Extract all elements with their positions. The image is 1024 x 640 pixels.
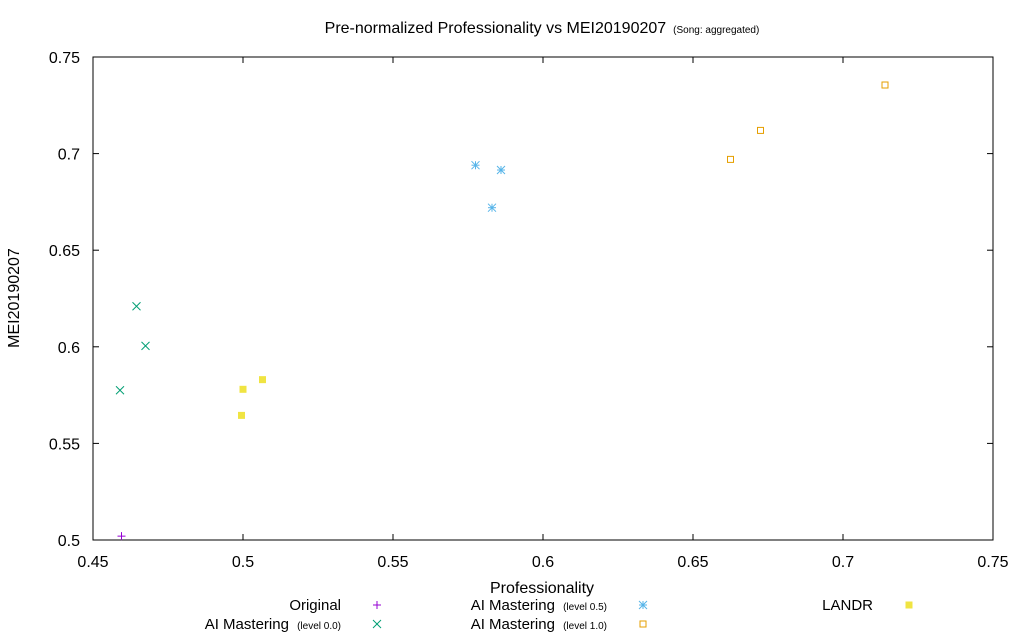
y-tick-label: 0.5 (58, 533, 80, 550)
legend: Original AI Mastering (level 0.0) AI Maste… (205, 597, 913, 633)
x-tick-label: 0.55 (377, 554, 408, 571)
data-point-series-3 (757, 126, 764, 134)
legend-label: AI Mastering (level 0.5) (471, 597, 607, 614)
chart-title: Pre-normalized Professionality vs MEI201… (325, 20, 760, 37)
legend-item: AI Mastering (level 0.0) (205, 616, 382, 633)
data-point-series-3 (881, 81, 889, 89)
data-point-series-0 (117, 532, 126, 541)
legend-label-suffix: (level 0.5) (563, 602, 607, 613)
legend-marker (639, 620, 647, 628)
data-point-series-2 (487, 203, 497, 213)
data-point-series-4 (259, 376, 266, 384)
legend-marker (638, 600, 648, 610)
data-point-series-2 (496, 165, 506, 175)
legend-label-suffix: (level 1.0) (563, 621, 607, 632)
x-tick-label: 0.5 (232, 554, 254, 571)
y-tick-label: 0.65 (49, 243, 80, 260)
x-tick-label: 0.65 (677, 554, 708, 571)
y-axis-label: MEI20190207 (6, 248, 23, 348)
legend-marker (372, 619, 382, 629)
legend-marker (373, 601, 381, 609)
data-point-series-1 (132, 301, 141, 311)
data-point-series-4 (239, 385, 247, 393)
data-point-series-1 (141, 341, 150, 351)
x-tick-label: 0.75 (977, 554, 1008, 571)
x-tick-label: 0.6 (532, 554, 554, 571)
x-tick-label: 0.7 (832, 554, 854, 571)
y-axis-ticks: 0.5 0.55 0.6 0.65 0.7 0.75 (49, 50, 993, 550)
legend-item: Original (289, 597, 381, 614)
legend-item: LANDR (822, 597, 913, 614)
data-point-series-3 (727, 155, 734, 163)
legend-label: Original (289, 597, 341, 614)
x-tick-label: 0.45 (77, 554, 108, 571)
legend-marker (905, 601, 913, 609)
legend-label: AI Mastering (level 1.0) (471, 616, 607, 633)
data-point-series-4 (238, 411, 245, 419)
plot-area-border (92, 56, 994, 541)
legend-item: AI Mastering (level 1.0) (471, 616, 647, 633)
data-point-series-2 (471, 160, 480, 170)
x-axis-ticks: 0.45 0.5 0.55 0.6 0.65 0.7 0.75 (77, 57, 1009, 571)
chart-title-subtitle: (Song: aggregated) (673, 25, 759, 36)
chart-title-main: Pre-normalized Professionality vs MEI201… (325, 20, 667, 37)
legend-item: AI Mastering (level 0.5) (471, 597, 648, 614)
y-tick-label: 0.75 (49, 50, 80, 67)
data-points (115, 81, 889, 541)
legend-label: AI Mastering (level 0.0) (205, 616, 341, 633)
legend-label-suffix: (level 0.0) (297, 621, 341, 632)
y-tick-label: 0.7 (58, 147, 80, 164)
y-tick-label: 0.55 (49, 436, 80, 453)
y-tick-label: 0.6 (58, 340, 80, 357)
x-axis-label: Professionality (490, 580, 594, 597)
legend-label: LANDR (822, 597, 873, 614)
data-point-series-1 (115, 385, 125, 395)
